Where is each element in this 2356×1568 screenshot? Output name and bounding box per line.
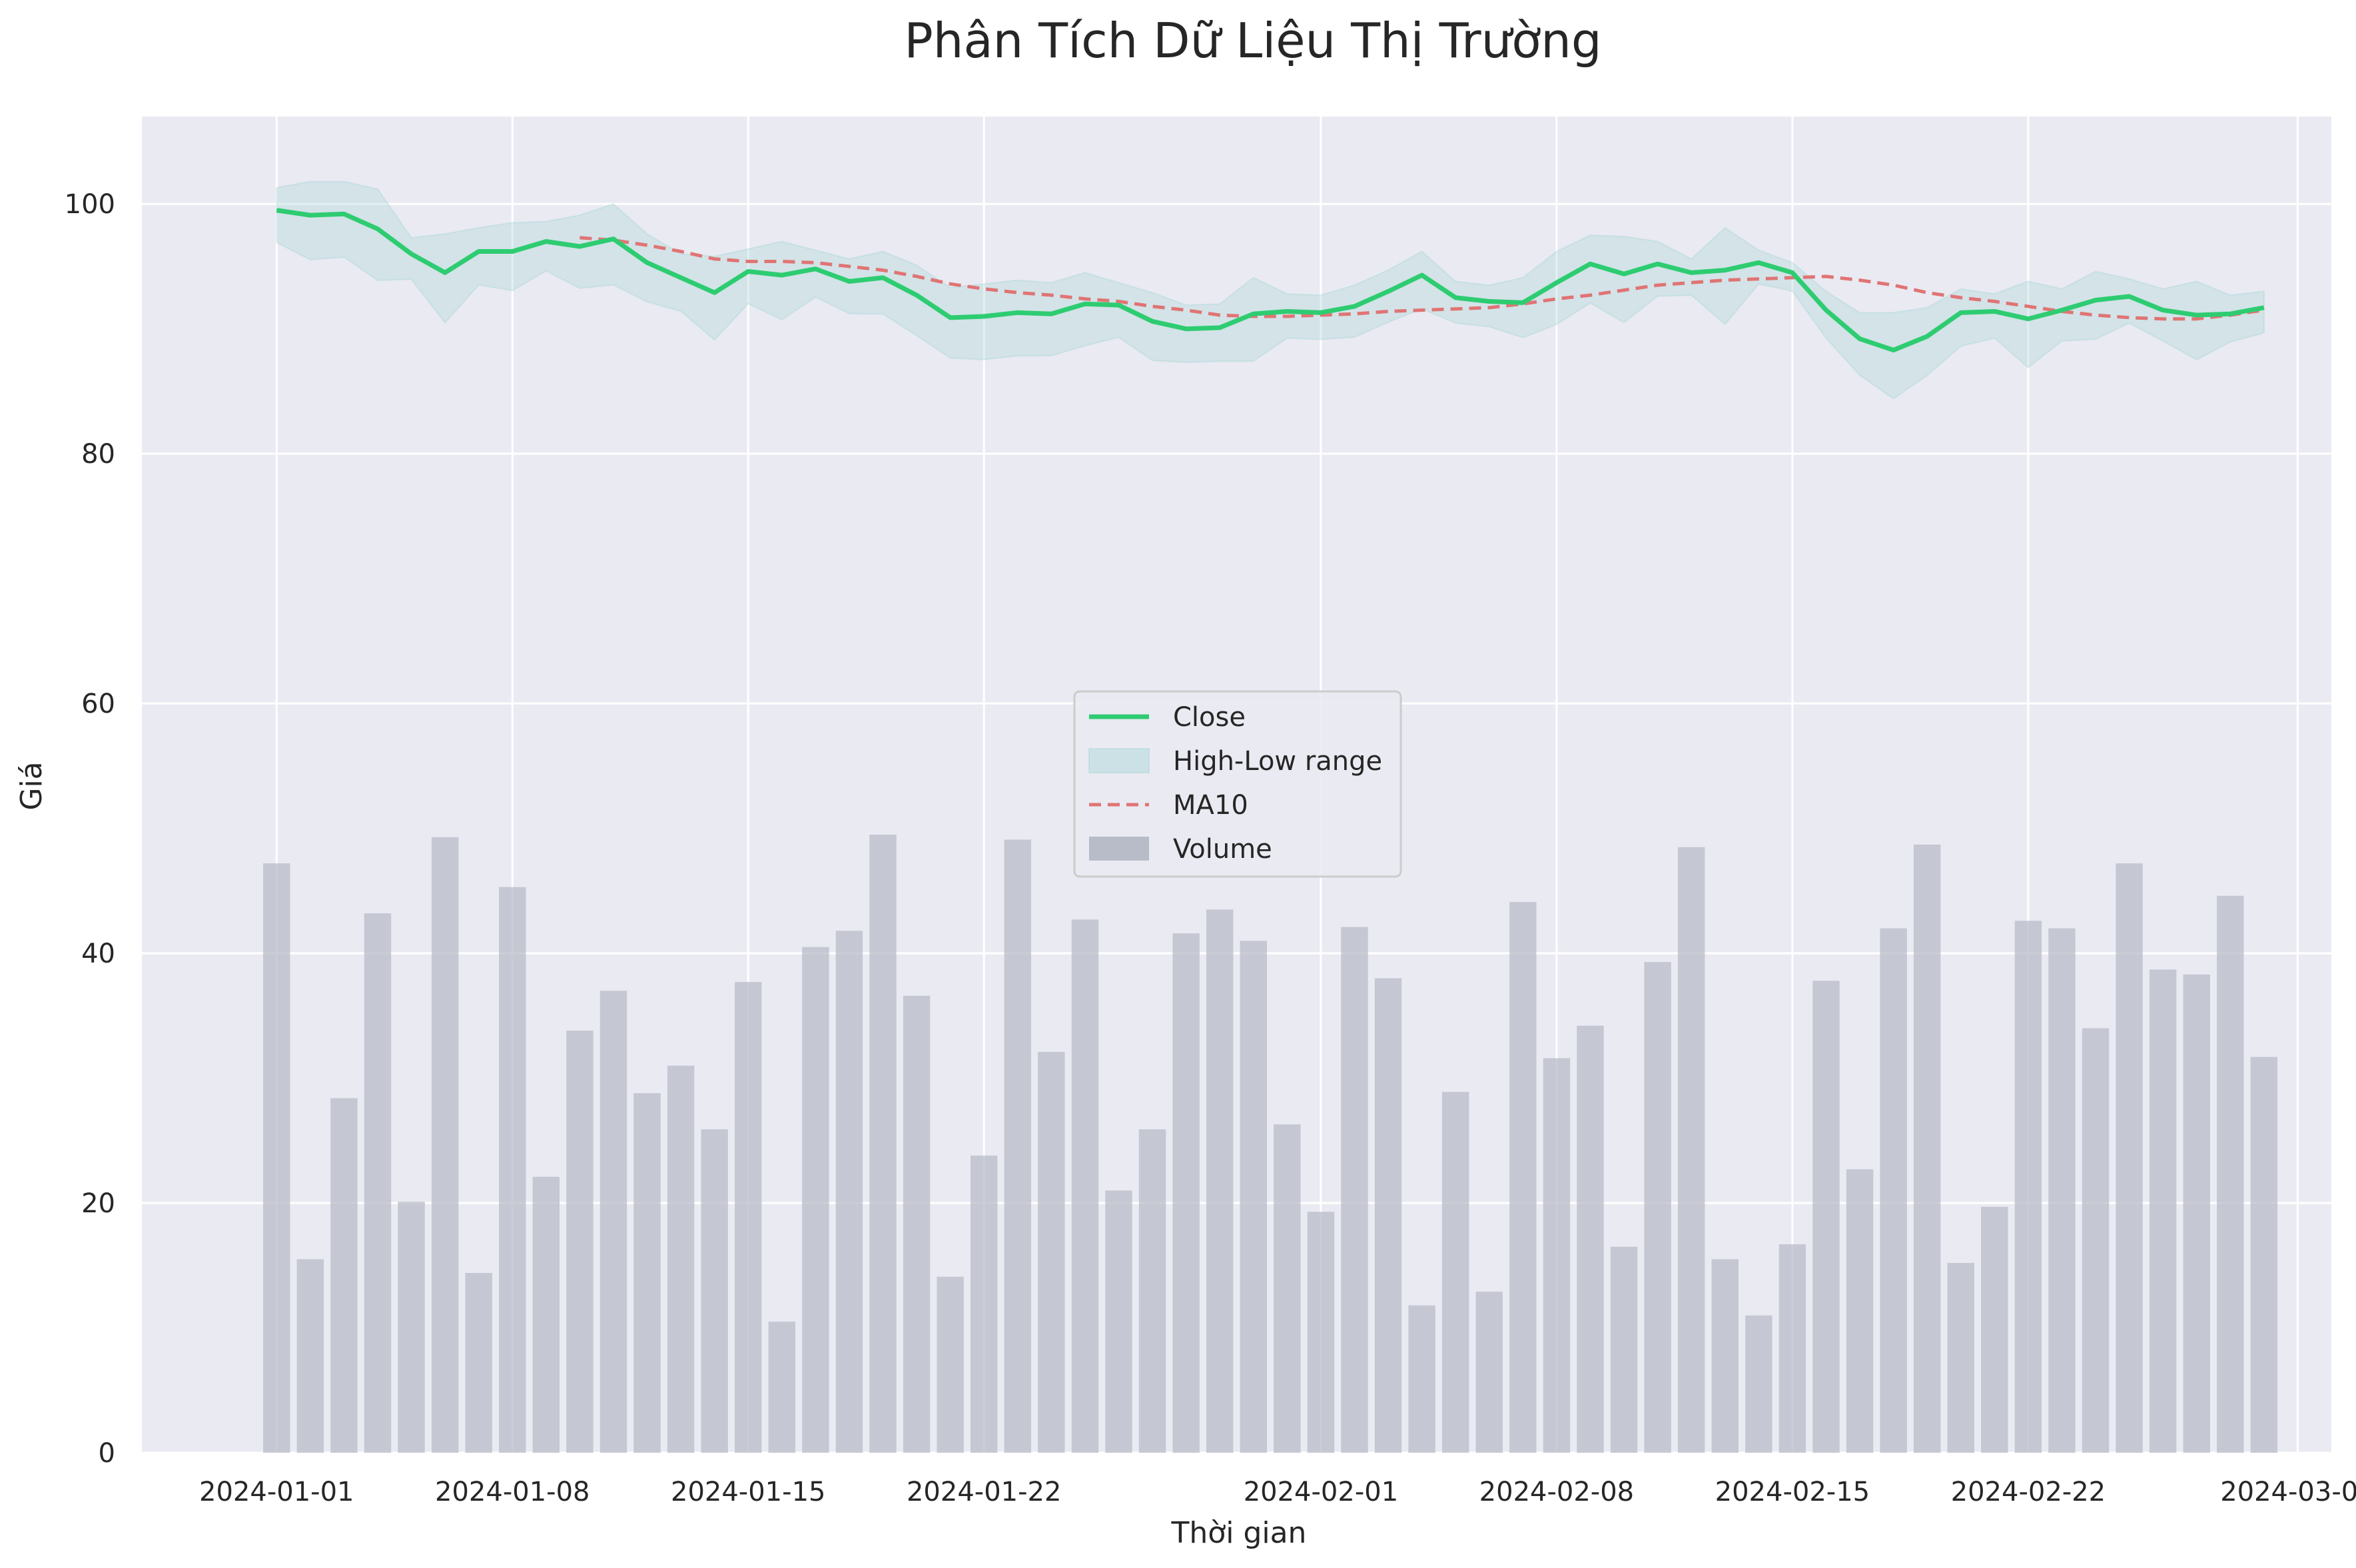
volume-bar <box>1644 962 1671 1453</box>
x-axis-label: Thời gian <box>1171 1516 1307 1550</box>
volume-bar <box>1206 909 1234 1453</box>
volume-bar <box>1880 928 1907 1453</box>
volume-bar <box>1913 844 1941 1453</box>
volume-bar <box>364 913 392 1453</box>
volume-bar <box>1677 847 1705 1453</box>
volume-bar <box>869 834 897 1453</box>
volume-bar <box>1038 1052 1065 1453</box>
volume-bar <box>1543 1058 1571 1453</box>
volume-layer <box>263 834 2278 1453</box>
volume-bar <box>1071 919 1099 1453</box>
y-tick-label: 80 <box>81 439 115 470</box>
y-tick-label: 60 <box>81 689 115 719</box>
volume-bar <box>2149 969 2177 1453</box>
y-tick-label: 0 <box>99 1438 115 1469</box>
x-tick-label: 2024-03-01 <box>2220 1477 2356 1507</box>
volume-bar <box>937 1276 964 1453</box>
volume-bar <box>971 1155 998 1453</box>
volume-bar <box>903 995 931 1453</box>
y-tick-label: 40 <box>81 939 115 969</box>
volume-bar <box>1846 1169 1874 1453</box>
legend: Close High-Low range MA10 Volume <box>1073 690 1402 878</box>
volume-bar <box>599 990 627 1453</box>
volume-bar <box>802 947 829 1453</box>
legend-label: High-Low range <box>1173 746 1382 777</box>
chart-title: Phân Tích Dữ Liệu Thị Trường <box>904 13 1601 69</box>
legend-label: MA10 <box>1173 790 1248 821</box>
legend-label: Close <box>1173 702 1246 733</box>
volume-bar <box>1274 1124 1301 1453</box>
y-tick-label: 20 <box>81 1188 115 1219</box>
volume-bar <box>398 1202 425 1453</box>
x-tick-label: 2024-02-15 <box>1715 1477 1870 1507</box>
ma10-line <box>580 236 2265 321</box>
volume-bar <box>1004 839 1032 1453</box>
volume-bar <box>2217 895 2244 1453</box>
line-layer <box>276 208 2265 353</box>
volume-bar <box>1341 927 1368 1453</box>
volume-bar <box>735 982 762 1453</box>
volume-bar <box>1745 1315 1772 1453</box>
y-axis-label: Giá <box>15 761 49 810</box>
legend-box <box>1073 690 1402 878</box>
volume-bar <box>768 1322 796 1453</box>
x-tick-label: 2024-01-22 <box>907 1477 1061 1507</box>
x-tick-label: 2024-01-15 <box>671 1477 825 1507</box>
volume-bar <box>2048 928 2076 1453</box>
x-tick-label: 2024-02-08 <box>1479 1477 1634 1507</box>
volume-bar <box>1408 1305 1435 1453</box>
volume-bar <box>1240 941 1268 1453</box>
band-layer <box>276 181 2265 400</box>
volume-bar <box>296 1259 324 1453</box>
volume-bar <box>532 1176 560 1453</box>
volume-bar <box>465 1273 492 1453</box>
legend-band-swatch <box>1088 748 1150 773</box>
volume-bar <box>1307 1212 1335 1453</box>
volume-bar <box>1475 1292 1503 1453</box>
volume-bar <box>1981 1206 2008 1453</box>
volume-bar <box>1577 1025 1604 1453</box>
x-tick-label: 2024-02-01 <box>1244 1477 1398 1507</box>
volume-bar <box>835 931 863 1453</box>
legend-volume-swatch <box>1089 837 1149 861</box>
y-tick-label: 100 <box>65 189 115 220</box>
volume-bar <box>667 1065 695 1453</box>
x-tick-label: 2024-02-22 <box>1951 1477 2106 1507</box>
x-tick-label: 2024-01-08 <box>435 1477 589 1507</box>
volume-bar <box>1441 1092 1469 1453</box>
volume-bar <box>1812 980 1840 1453</box>
high-low-band <box>276 181 2265 400</box>
volume-bar <box>1105 1190 1132 1453</box>
close-line <box>276 208 2265 353</box>
volume-bar <box>2014 921 2042 1453</box>
x-tick-label: 2024-01-01 <box>199 1477 354 1507</box>
volume-bar <box>499 887 526 1453</box>
volume-bar <box>1778 1244 1806 1453</box>
volume-bar <box>633 1093 661 1453</box>
legend-label: Volume <box>1173 834 1272 865</box>
volume-bar <box>1509 902 1537 1453</box>
volume-bar <box>1138 1129 1166 1453</box>
volume-bar <box>2116 863 2143 1453</box>
volume-bar <box>1374 978 1402 1453</box>
volume-bar <box>2183 974 2210 1453</box>
volume-bar <box>1711 1259 1739 1453</box>
volume-bar <box>431 837 459 1453</box>
volume-bar <box>2250 1056 2278 1453</box>
volume-bar <box>1947 1263 1974 1453</box>
volume-bar <box>263 863 290 1453</box>
volume-bar <box>566 1030 593 1453</box>
volume-bar <box>701 1129 728 1453</box>
volume-bar <box>2082 1028 2110 1453</box>
volume-bar <box>1610 1246 1638 1453</box>
tick-layer: 0 20 40 60 80 100 2024-01-01 2024-01-08 2024-01-… <box>65 189 2356 1507</box>
volume-bar <box>330 1098 358 1453</box>
volume-bar <box>1172 933 1200 1453</box>
